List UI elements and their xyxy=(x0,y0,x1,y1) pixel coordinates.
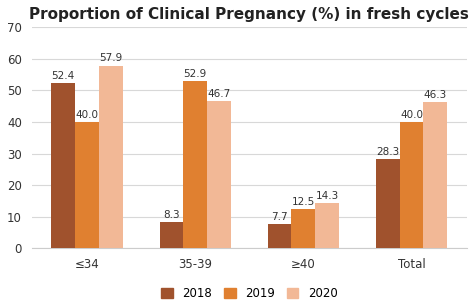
Bar xyxy=(423,102,447,248)
Legend: 2018, 2019, 2020: 2018, 2019, 2020 xyxy=(156,282,342,303)
Bar xyxy=(75,122,99,248)
Text: 52.4: 52.4 xyxy=(52,71,75,81)
Bar xyxy=(315,203,339,248)
Text: 40.0: 40.0 xyxy=(400,110,423,120)
Text: 52.9: 52.9 xyxy=(183,69,207,79)
Bar xyxy=(268,224,292,248)
Bar xyxy=(183,81,207,248)
Text: 57.9: 57.9 xyxy=(99,53,122,63)
Text: 46.7: 46.7 xyxy=(208,89,231,99)
Bar xyxy=(99,65,123,248)
Bar xyxy=(292,209,315,248)
Text: 40.0: 40.0 xyxy=(75,110,99,120)
Bar xyxy=(400,122,423,248)
Bar xyxy=(51,83,75,248)
Text: 28.3: 28.3 xyxy=(376,147,400,157)
Bar xyxy=(160,222,183,248)
Bar xyxy=(376,159,400,248)
Text: 14.3: 14.3 xyxy=(316,191,339,201)
Title: Proportion of Clinical Pregnancy (%) in fresh cycles: Proportion of Clinical Pregnancy (%) in … xyxy=(29,7,469,22)
Text: 12.5: 12.5 xyxy=(292,197,315,207)
Text: 8.3: 8.3 xyxy=(163,210,180,220)
Text: 46.3: 46.3 xyxy=(424,90,447,100)
Bar xyxy=(207,101,231,248)
Text: 7.7: 7.7 xyxy=(271,212,288,222)
